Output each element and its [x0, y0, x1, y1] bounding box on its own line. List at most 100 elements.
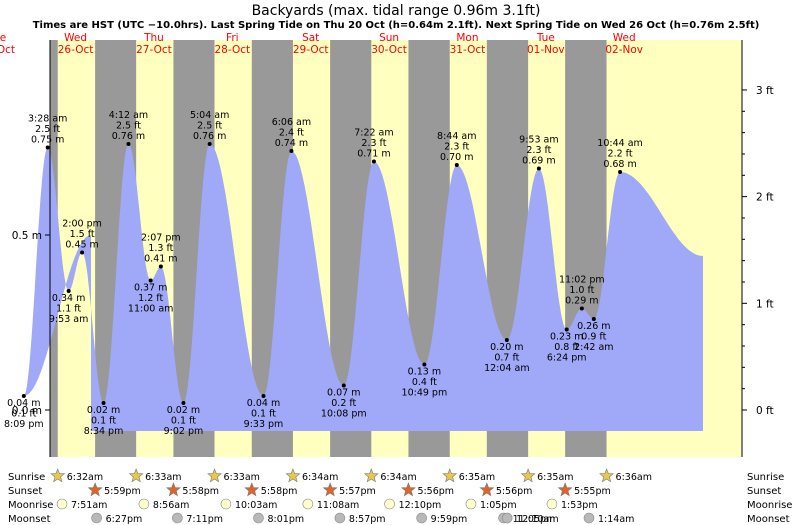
moonset-icon	[416, 512, 427, 524]
sunset-row-label: Sunset	[8, 486, 42, 497]
moonset-time: 6:27pm	[106, 514, 143, 525]
tide-time: 9:33 pm	[244, 419, 284, 430]
tide-height-m: 0.71 m	[357, 149, 390, 160]
sunset-time: 5:57pm	[339, 486, 376, 497]
tide-height-ft: 1.2 ft	[138, 293, 163, 304]
tide-height-ft: 0.2 ft	[331, 398, 356, 409]
moonset-icon	[334, 512, 346, 524]
low-tide-point	[148, 278, 153, 283]
moonrise-row-label: Moonrise	[8, 500, 53, 511]
moon-icon	[220, 498, 232, 510]
tide-height-m: 0.76 m	[193, 131, 226, 142]
sunset-star-icon	[322, 482, 338, 497]
moonset-icon	[583, 512, 595, 524]
moonset-time: 9:59pm	[431, 514, 468, 525]
tide-height-ft: 0.1 ft	[251, 409, 276, 420]
tide-height-ft: 2.5 ft	[116, 121, 141, 132]
tide-height-m: 0.41 m	[144, 254, 177, 265]
day-name: Fri	[226, 32, 239, 44]
tide-height-m: 0.74 m	[275, 138, 308, 149]
tide-time: 9:53 am	[519, 135, 558, 146]
sunrise-star-icon	[599, 468, 615, 483]
tide-height-m: 0.20 m	[490, 342, 523, 353]
tide-curve	[23, 144, 704, 431]
moon-icon	[138, 498, 150, 510]
high-tide-point	[45, 145, 50, 150]
tide-height-ft: 0.7 ft	[494, 353, 519, 364]
tide-height-m: 0.02 m	[87, 405, 120, 416]
tide-height-ft: 0.1 ft	[11, 409, 36, 420]
tide-height-ft: 0.9 ft	[581, 332, 606, 343]
sunrise-star-icon	[442, 468, 458, 483]
tide-labels: 0.04 m0.1 ft8:09 pm3:28 am2.5 ft0.75 m0.…	[4, 110, 643, 437]
tide-time: 11:02 pm	[559, 275, 605, 286]
low-tide-point	[564, 327, 569, 332]
day-date: 28-Oct	[215, 44, 251, 56]
tide-height-ft: 2.3 ft	[444, 142, 469, 153]
sunset-time: 5:56pm	[417, 486, 454, 497]
moonrise-time: 12:10pm	[399, 500, 442, 511]
sunset-time: 5:59pm	[104, 486, 141, 497]
sunset-star-icon	[87, 482, 103, 497]
tide-time: 2:07 pm	[141, 233, 181, 244]
tide-height-m: 0.26 m	[577, 321, 610, 332]
day-date: 29-Oct	[293, 44, 329, 56]
tide-height-m: 0.45 m	[65, 240, 98, 251]
tide-height-ft: 1.5 ft	[70, 229, 95, 240]
tide-time: 10:44 am	[597, 138, 642, 149]
sunset-star-icon	[479, 482, 495, 497]
moon-icon	[384, 498, 395, 510]
sunrise-star-icon	[50, 468, 66, 483]
tide-height-ft: 2.3 ft	[526, 145, 551, 156]
moonset-row-label: Moonset	[8, 514, 51, 525]
day-name: Mon	[456, 32, 478, 44]
tide-time: 6:06 am	[272, 117, 311, 128]
high-tide-point	[158, 264, 163, 269]
moonrise-time: 7:51am	[71, 500, 107, 511]
tide-time: 2:42 am	[574, 342, 613, 353]
moonset-time: 1:14am	[598, 514, 634, 525]
tide-time: 8:44 am	[437, 131, 476, 142]
day-name: Tue	[0, 32, 6, 44]
tide-height-m: 0.75 m	[31, 135, 64, 146]
sunrise-star-icon	[128, 468, 144, 483]
chart-subtitle: Times are HST (UTC −10.0hrs). Last Sprin…	[33, 20, 760, 31]
moonset-time: 12:10am	[516, 514, 558, 525]
tide-area	[23, 144, 704, 431]
tide-height-ft: 2.2 ft	[608, 149, 633, 160]
sunset-star-icon	[557, 482, 573, 497]
tide-height-ft: 2.4 ft	[279, 128, 304, 139]
day-name: Tue	[536, 32, 555, 44]
moonset-icon	[501, 512, 513, 524]
chart-title: Backyards (max. tidal range 0.96m 3.1ft)	[252, 3, 541, 19]
right-tick-label: 0 ft	[756, 405, 774, 417]
tide-height-ft: 0.1 ft	[171, 416, 196, 427]
tide-time: 5:04 am	[190, 110, 229, 121]
sunset-row-label-right: Sunset	[747, 486, 781, 497]
day-name: Wed	[613, 32, 636, 44]
tide-height-ft: 0.4 ft	[412, 377, 437, 388]
tide-height-m: 0.68 m	[603, 159, 636, 170]
tide-time: 11:00 am	[128, 304, 173, 315]
high-tide-point	[289, 149, 294, 153]
tide-time: 10:08 pm	[321, 409, 367, 420]
tide-time: 6:24 pm	[547, 353, 587, 364]
tide-time: 8:34 pm	[84, 426, 124, 437]
sunset-time: 5:58pm	[182, 486, 219, 497]
moon-icon	[56, 498, 68, 510]
sunrise-time: 6:35am	[537, 472, 573, 483]
day-date: 30-Oct	[371, 44, 407, 56]
tide-height-m: 0.13 m	[408, 367, 441, 378]
tide-time: 9:02 pm	[164, 426, 204, 437]
moonrise-time: 1:05pm	[480, 500, 517, 511]
moonset-row-label-right: Moonset	[747, 514, 790, 525]
moon-icon	[302, 498, 314, 510]
sunrise-star-icon	[520, 468, 536, 483]
tide-height-m: 0.37 m	[134, 283, 167, 294]
sunset-star-icon	[244, 482, 260, 497]
tide-time: 8:09 pm	[4, 419, 44, 430]
moon-icon	[546, 498, 558, 510]
tide-height-ft: 0.1 ft	[91, 416, 116, 427]
day-date: 31-Oct	[450, 44, 486, 56]
